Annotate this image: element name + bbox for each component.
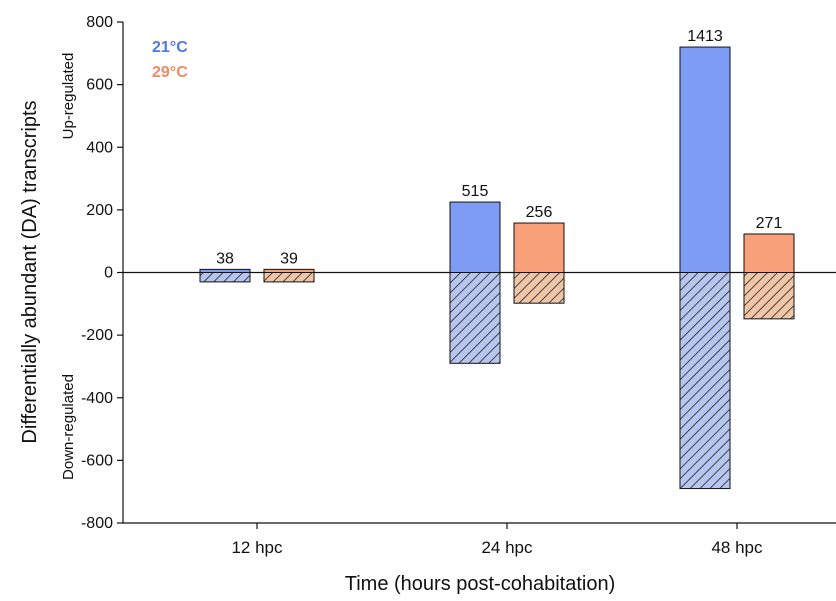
y-tick-label: 400 <box>86 139 113 156</box>
data-label: 515 <box>462 183 489 200</box>
data-label: 38 <box>216 250 234 267</box>
bar-down <box>263 272 315 283</box>
y-tick-label: -400 <box>81 390 113 407</box>
bar-up <box>743 233 795 273</box>
x-tick-label: 12 hpc <box>231 538 283 557</box>
data-label: 256 <box>526 204 553 221</box>
bar-up <box>449 201 501 273</box>
y-tick-label: 200 <box>86 202 113 219</box>
data-label: 1413 <box>687 28 723 45</box>
data-label: 271 <box>756 215 783 232</box>
y-tick-label: -800 <box>81 515 113 532</box>
y-tick-label: 600 <box>86 77 113 94</box>
y-tick-label: 800 <box>86 14 113 31</box>
bar-down <box>199 272 251 283</box>
down-regulated-label: Down-regulated <box>60 374 77 480</box>
bar-down <box>513 272 565 304</box>
y-tick-label: -600 <box>81 452 113 469</box>
bar-down <box>743 272 795 320</box>
x-axis-title: Time (hours post-cohabitation) <box>345 573 616 595</box>
legend-entry: 21°C <box>152 39 188 56</box>
data-label: 39 <box>280 250 298 267</box>
x-tick-label: 48 hpc <box>711 538 763 557</box>
y-tick-label: 0 <box>104 265 113 282</box>
bar-up <box>679 46 731 273</box>
bar-down <box>449 272 501 364</box>
x-tick-label: 24 hpc <box>481 538 533 557</box>
up-regulated-label: Up-regulated <box>60 53 77 140</box>
y-tick-label: -200 <box>81 327 113 344</box>
legend-entry: 29°C <box>152 64 188 81</box>
y-axis-title: Differentially abundant (DA) transcripts <box>19 100 41 443</box>
bar-down <box>679 272 731 490</box>
bar-up <box>513 222 565 273</box>
